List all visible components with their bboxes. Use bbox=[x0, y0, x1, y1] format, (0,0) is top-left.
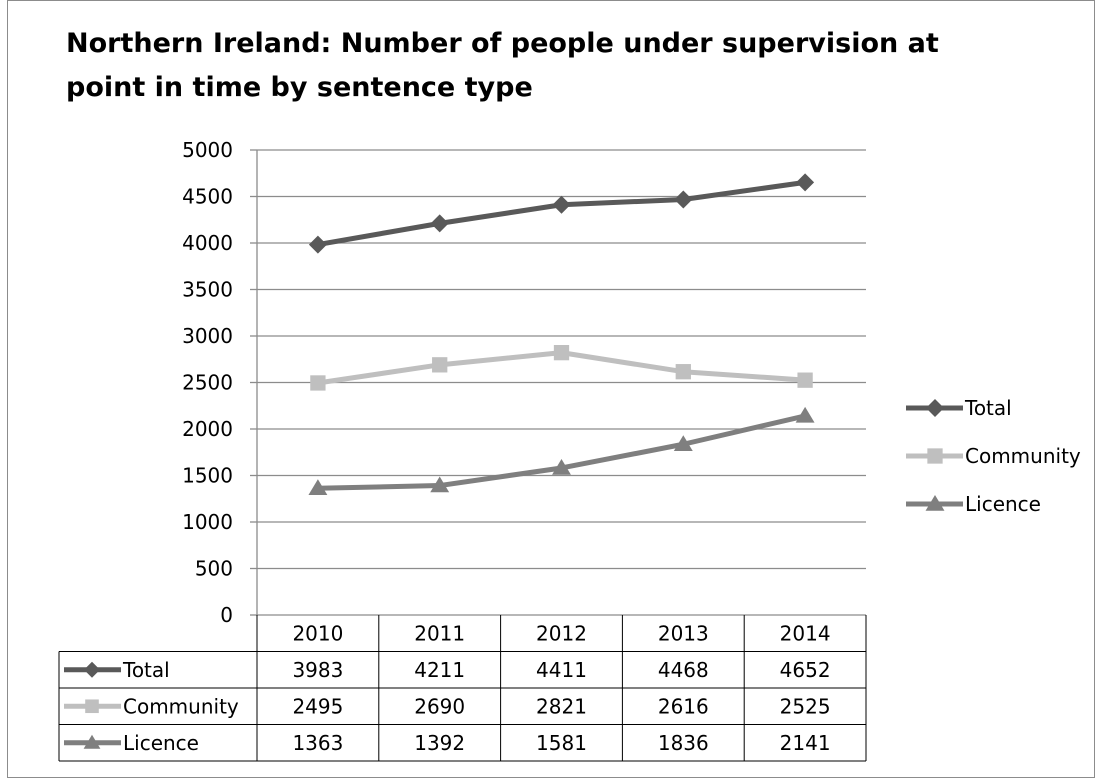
y-tick-label: 1500 bbox=[182, 464, 233, 488]
y-tick-label: 3500 bbox=[182, 278, 233, 302]
data-point-licence bbox=[552, 458, 571, 475]
data-point-total bbox=[796, 173, 815, 192]
data-point-licence bbox=[308, 479, 328, 495]
data-point-total bbox=[674, 190, 693, 209]
table-cell-value: 2525 bbox=[780, 694, 831, 718]
y-tick-label: 2500 bbox=[182, 371, 233, 395]
x-category-label: 2014 bbox=[780, 621, 831, 645]
table-cell-value: 4468 bbox=[658, 658, 709, 682]
data-point-community bbox=[310, 375, 326, 391]
table-cell-value: 2616 bbox=[658, 694, 709, 718]
y-tick-label: 0 bbox=[220, 603, 233, 627]
y-tick-label: 4500 bbox=[182, 185, 233, 209]
chart-frame bbox=[7, 0, 1095, 778]
table-series-name: Licence bbox=[123, 731, 199, 755]
data-point-community bbox=[797, 372, 813, 388]
table-legend-key-marker bbox=[84, 661, 100, 678]
legend-key-marker bbox=[926, 399, 944, 417]
table-cell-value: 3983 bbox=[292, 658, 343, 682]
x-category-label: 2010 bbox=[292, 621, 343, 645]
data-point-licence bbox=[795, 406, 815, 423]
legend-label: Total bbox=[964, 396, 1012, 420]
legend-key-marker bbox=[925, 495, 945, 511]
x-category-label: 2013 bbox=[658, 621, 709, 645]
table-cell-value: 4411 bbox=[536, 658, 587, 682]
series-line-licence bbox=[317, 413, 806, 491]
data-point-licence bbox=[430, 476, 450, 493]
data-point-total bbox=[308, 235, 327, 254]
legend-key-marker bbox=[927, 448, 943, 464]
table-legend-key-marker bbox=[83, 734, 101, 749]
legend-label: Licence bbox=[965, 492, 1041, 516]
table-cell-value: 2690 bbox=[414, 694, 465, 718]
table-cell-value: 4211 bbox=[414, 658, 465, 682]
table-series-name: Community bbox=[123, 694, 239, 718]
y-tick-label: 3000 bbox=[182, 324, 233, 348]
data-point-community bbox=[553, 344, 570, 361]
table-cell-value: 1836 bbox=[658, 731, 709, 755]
y-tick-label: 2000 bbox=[182, 417, 233, 441]
table-cell-value: 2495 bbox=[292, 694, 343, 718]
data-point-community bbox=[432, 357, 448, 373]
chart-title-line-2: point in time by sentence type bbox=[66, 72, 533, 103]
data-point-total bbox=[430, 214, 449, 233]
y-tick-label: 5000 bbox=[182, 138, 233, 162]
x-category-label: 2011 bbox=[414, 621, 465, 645]
data-point-licence bbox=[673, 435, 693, 452]
table-series-name: Total bbox=[122, 658, 170, 682]
data-point-community bbox=[675, 364, 691, 380]
data-point-total bbox=[552, 195, 571, 214]
x-category-label: 2012 bbox=[536, 621, 587, 645]
table-cell-value: 2141 bbox=[780, 731, 831, 755]
chart-title-line-1: Northern Ireland: Number of people under… bbox=[66, 28, 939, 59]
y-tick-label: 4000 bbox=[182, 231, 233, 255]
legend-label: Community bbox=[965, 444, 1081, 468]
y-tick-label: 500 bbox=[195, 557, 233, 581]
table-cell-value: 1581 bbox=[536, 731, 587, 755]
table-cell-value: 2821 bbox=[536, 694, 587, 718]
table-cell-value: 1392 bbox=[414, 731, 465, 755]
table-legend-key-marker bbox=[85, 699, 99, 714]
table-cell-value: 1363 bbox=[292, 731, 343, 755]
table-cell-value: 4652 bbox=[780, 658, 831, 682]
y-tick-label: 1000 bbox=[182, 510, 233, 534]
